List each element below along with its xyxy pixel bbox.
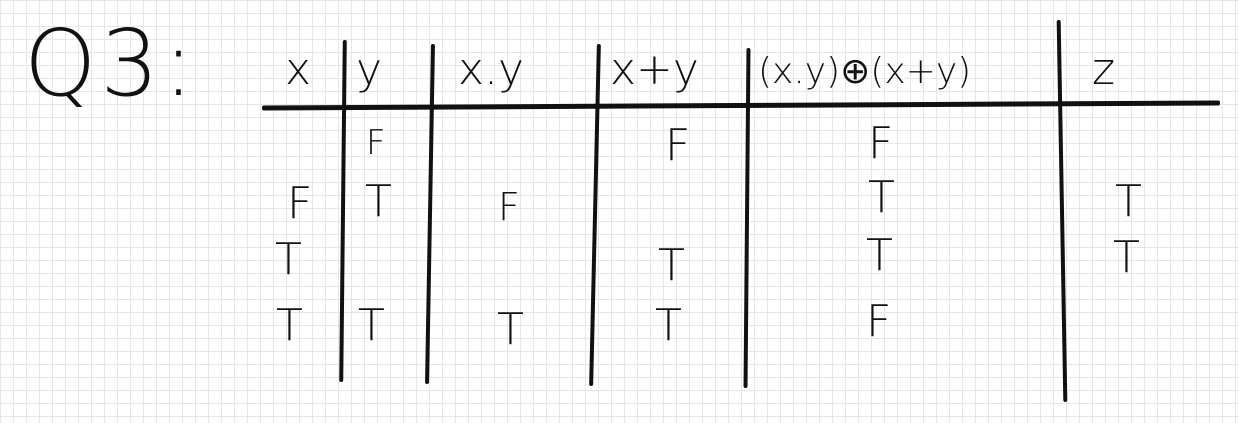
cell-r4-x: T xyxy=(276,300,303,351)
header-y: y xyxy=(356,44,383,95)
header-underline xyxy=(261,100,1221,111)
cell-r2-xor: T xyxy=(868,172,895,223)
cell-r3-x-or-y: T xyxy=(658,240,685,291)
header-z: z xyxy=(1092,44,1116,95)
header-x-or-y: x+y xyxy=(610,44,699,95)
column-divider-1 xyxy=(339,39,347,383)
cell-r4-xor: F xyxy=(866,296,892,347)
cell-r3-xor: T xyxy=(866,230,893,281)
header-x: x xyxy=(285,44,312,95)
column-divider-5 xyxy=(1056,19,1068,403)
column-divider-4 xyxy=(743,47,751,389)
cell-r3-x: T xyxy=(275,234,302,285)
cell-r4-y: T xyxy=(358,300,385,351)
cell-r4-x-and-y: T xyxy=(497,304,524,355)
cell-r1-xor: F xyxy=(868,118,894,169)
header-xor-expression: (x.y)⊕(x+y) xyxy=(758,51,972,92)
header-x-and-y: x.y xyxy=(458,44,525,95)
cell-r4-x-or-y: T xyxy=(655,300,682,351)
column-divider-3 xyxy=(589,43,601,387)
cell-r2-y: T xyxy=(365,176,392,227)
cell-r2-x-and-y: F xyxy=(498,185,520,229)
cell-r1-y: F xyxy=(366,123,386,163)
cell-r3-z: T xyxy=(1113,232,1140,283)
cell-r1-x-or-y: F xyxy=(665,120,691,171)
question-title: Q3: xyxy=(24,10,198,117)
cell-r2-z: T xyxy=(1115,176,1142,227)
column-divider-2 xyxy=(425,43,435,385)
cell-r2-x: F xyxy=(287,178,313,229)
